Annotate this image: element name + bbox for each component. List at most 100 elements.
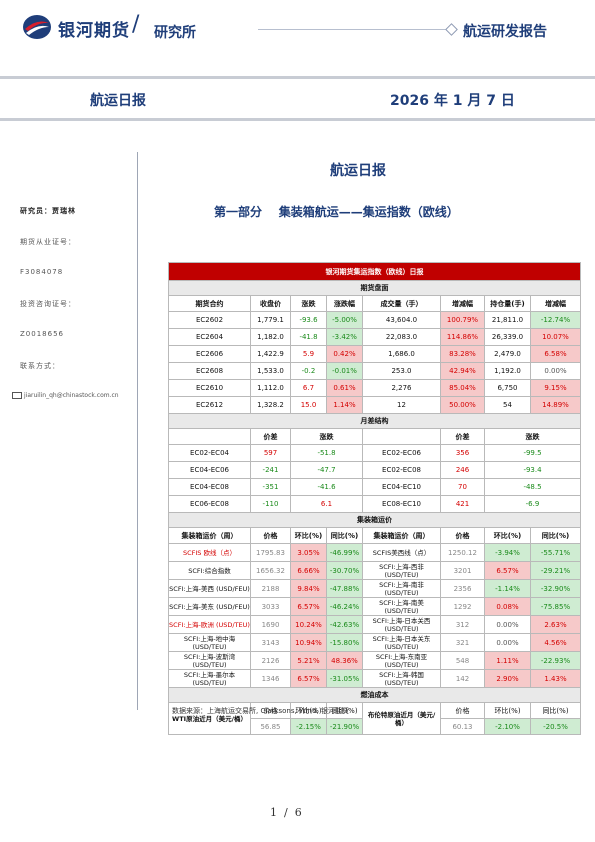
table-cell: -5.00% [326,311,363,329]
table-cell: -99.5 [484,444,581,462]
section-header: 燃油成本 [168,687,581,703]
table-cell: -2.15% [290,718,327,735]
table-cell: -41.6 [290,478,363,496]
futures-cert-label: 期货从业证号： [20,238,76,246]
invest-cert-label: 投资咨询证号： [20,300,76,308]
table-cell: 2,479.0 [484,345,531,363]
contract-cell: EC2602 [168,311,251,329]
table-cell: 6.58% [530,345,581,363]
table-cell: 0.61% [326,379,363,397]
column-header: 增减幅 [530,295,581,312]
table-cell: -51.8 [290,444,363,462]
table-cell: 1,112.0 [250,379,291,397]
section-row: 月差结构 [168,413,581,429]
table-row: SCFI:综合指数 1656.32 6.66% -30.70% SCFI:上海-西非 (… [168,561,581,580]
email-link[interactable]: jiaruilin_qh@chinastock.com.cn [24,392,119,399]
column-header: 价格 [440,702,485,719]
logo-text: 银河期货 [58,21,130,41]
table-cell: -110 [250,495,291,513]
table-cell: -0.01% [326,362,363,380]
table-cell: EC02-EC06 [362,444,441,462]
table-cell: -0.2 [290,362,327,380]
table-cell: 0.00% [484,633,531,652]
table-row: EC2604 1,182.0 -41.8 -3.42% 22,083.0 114.86% 2… [168,328,581,346]
table-row: EC06-EC08 -110 6.1 EC08-EC10 421 -6.9 [168,495,581,513]
table-cell: SCFI:上海-欧洲 (USD/TEU) [168,615,251,634]
table-cell: 1,182.0 [250,328,291,346]
contract-cell: EC2608 [168,362,251,380]
table-cell: -1.14% [484,579,531,598]
table-cell: -241 [250,461,291,479]
column-header: 期货合约 [168,295,251,312]
table-cell: SCFI:综合指数 [168,561,251,580]
table-cell: 85.04% [440,379,485,397]
section-header: 期货盘面 [168,280,581,296]
table-cell: -30.70% [326,561,363,580]
column-header: 成交量（手） [362,295,441,312]
table-cell: 1795.83 [250,543,291,562]
table-row: SCFI:上海-墨尔本 (USD/TEU) 1346 6.57% -31.05% SCF… [168,669,581,688]
email-row: jiaruilin_qh@chinastock.com.cn [12,392,119,399]
header-row: 价差 涨跌 价差 涨跌 [168,428,581,445]
table-cell: 3143 [250,633,291,652]
column-header: 增减幅 [440,295,485,312]
table-cell: 70 [440,478,485,496]
table-cell: 10.94% [290,633,327,652]
table-cell: 15.0 [290,396,327,414]
table-cell: 14.89% [530,396,581,414]
table-cell: EC06-EC08 [168,495,251,513]
column-header: 涨跌幅 [326,295,363,312]
table-row: SCFI:上海-欧洲 (USD/TEU) 1690 10.24% -42.63% SCF… [168,615,581,634]
table-row: EC2610 1,112.0 6.7 0.61% 2,276 85.04% 6,750 9.1… [168,379,581,397]
table-cell: SCFI:上海-美东 (USD/FEU) [168,597,251,616]
table-cell: 312 [440,615,485,634]
contact-label: 联系方式： [20,362,60,370]
table-title-row: 银河期货集运指数（欧线）日报 [168,262,581,281]
table-cell: -22.93% [530,651,581,670]
banner-report-name: 航运日报 [90,93,146,109]
contract-cell: EC2604 [168,328,251,346]
table-cell: 48.36% [326,651,363,670]
table-cell: 22,083.0 [362,328,441,346]
header-row: WTI原油近月（美元/桶） 价格 环比(%) 同比(%) 布伦特原油近月（美元/桶） 价格… [168,702,581,735]
table-cell: SCFI:上海-美西 (USD/FEU) [168,579,251,598]
sidebar-divider [137,152,138,710]
table-cell: 3033 [250,597,291,616]
table-cell [168,428,251,445]
table-row: EC04-EC06 -241 -47.7 EC02-EC08 246 -93.4 [168,461,581,479]
table-cell: 6,750 [484,379,531,397]
table-cell: -46.24% [326,597,363,616]
table-cell: 1.43% [530,669,581,688]
table-row: SCFI:上海-美东 (USD/FEU) 3033 6.57% -46.24% SCFI… [168,597,581,616]
table-cell: 2,276 [362,379,441,397]
table-cell: 1,686.0 [362,345,441,363]
section-title: 第一部分 集装箱航运——集运指数（欧线） [214,205,459,219]
column-header: 同比(%) [530,702,581,719]
table-cell: -3.42% [326,328,363,346]
table-cell: -32.90% [530,579,581,598]
table-cell: 1656.32 [250,561,291,580]
table-cell: EC04-EC08 [168,478,251,496]
table-cell: -93.6 [290,311,327,329]
table-cell: 0.08% [484,597,531,616]
table-cell: SCFI:上海-南非 (USD/TEU) [362,579,441,598]
table-row: SCFI:上海-地中海 (USD/TEU) 3143 10.94% -15.80% SC… [168,633,581,652]
table-cell: 12 [362,396,441,414]
table-row: EC2612 1,328.2 15.0 1.14% 12 50.00% 54 14.89% [168,396,581,414]
header-divider [258,29,448,30]
table-cell: 5.21% [290,651,327,670]
table-cell: 0.42% [326,345,363,363]
table-cell: 3.05% [290,543,327,562]
invest-cert: Z0018656 [20,330,64,338]
table-cell: 21,811.0 [484,311,531,329]
table-cell: -31.05% [326,669,363,688]
contract-cell: EC2606 [168,345,251,363]
table-cell: 1,422.9 [250,345,291,363]
table-cell: 50.00% [440,396,485,414]
table-cell: 114.86% [440,328,485,346]
logo-slash: / [132,12,140,37]
table-cell: 6.1 [290,495,363,513]
column-header: 价格 [250,527,291,544]
table-cell: EC04-EC10 [362,478,441,496]
column-header: 价格 [440,527,485,544]
